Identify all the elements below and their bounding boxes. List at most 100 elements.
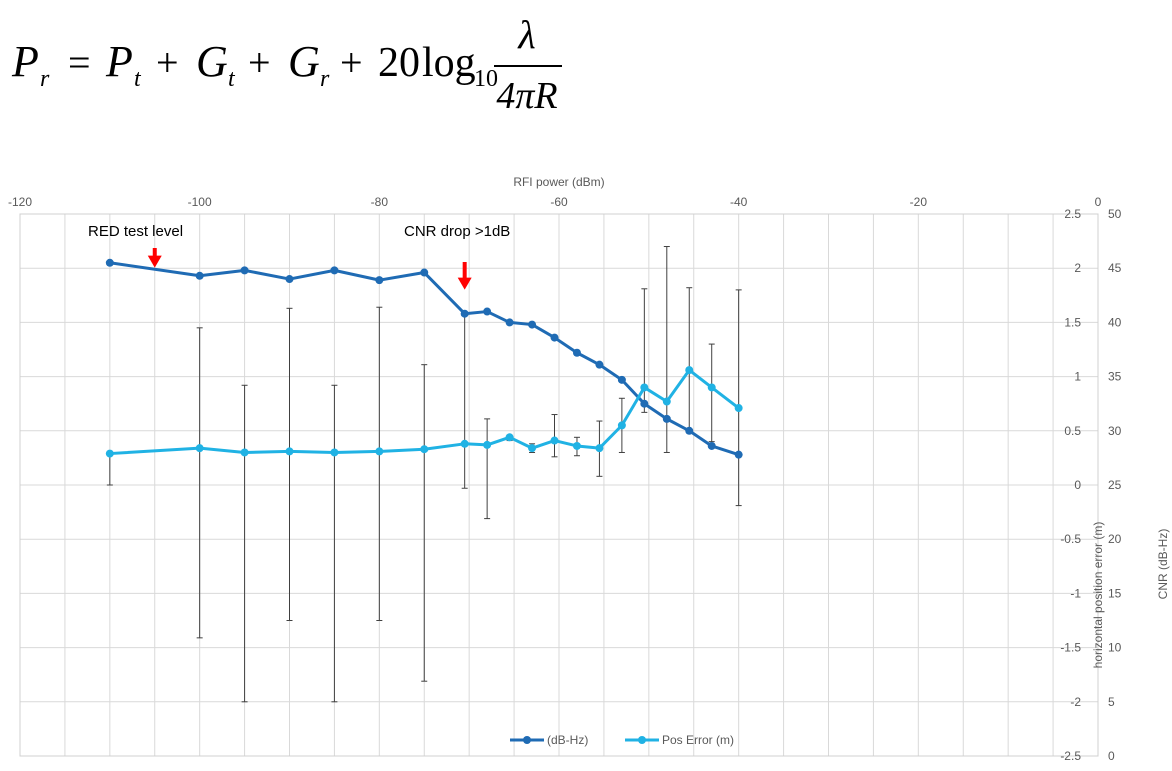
cnr-data-point [375,276,384,285]
legend: (dB-Hz) Pos Error (m) [510,733,734,747]
pos-error-data-point [105,449,114,458]
cnr-data-point [105,258,114,267]
legend-cnr-marker [523,736,531,744]
cnr-data-point [528,320,537,329]
legend-pos-error-label: Pos Error (m) [662,733,734,747]
pos-error-data-point [707,383,716,392]
x-tick-label: 0 [1095,195,1102,209]
annotation-label: CNR drop >1dB [404,223,510,240]
cnr-data-point [330,266,339,275]
formula-log: log [422,40,476,86]
link-budget-formula: P r = P t + G t + G r + 20 log 10 λ 4πR [11,12,562,117]
x-tick-label: -60 [550,195,568,209]
pos-error-data-point [240,448,249,457]
formula-numerator: λ [517,12,535,57]
y1-tick-label: 1 [1074,370,1081,384]
y2-tick-label: 30 [1108,424,1122,438]
cnr-data-point [285,275,294,284]
cnr-data-point [707,441,716,450]
formula-pr-sub: r [40,66,50,92]
annotation-arrow-head [147,255,162,268]
formula-gr-sub: r [320,66,330,92]
pos-error-data-point [285,447,294,456]
annotation-label: RED test level [88,223,183,240]
plot-area-border [19,213,1099,757]
left-value-axis-ticks: 2.5 2 1.5 1 0.5 0 -0.5 -1 -1.5 -2 -2.5 [1060,207,1081,763]
y2-tick-label: 35 [1108,370,1122,384]
rfi-chart: -120 -100 -80 -60 -40 -20 0 RFI power (dBm) 2.… [8,175,1170,763]
y2-tick-label: 25 [1108,478,1122,492]
y1-tick-label: -2.5 [1060,749,1081,763]
y1-tick-label: -0.5 [1060,532,1081,546]
y1-tick-label: 1.5 [1064,315,1081,329]
pos-error-data-point [595,444,604,453]
legend-pos-error-marker [638,736,646,744]
y2-tick-label: 50 [1108,207,1122,221]
x-axis-title: RFI power (dBm) [513,175,604,189]
chart-grid [19,213,1099,757]
y1-tick-label: -1.5 [1060,641,1081,655]
y1-tick-label: -1 [1070,586,1081,600]
pos-error-data-point [734,404,743,413]
cnr-data-point [595,360,604,369]
cnr-data-point [240,266,249,275]
formula-pr: P [11,37,39,86]
y1-tick-label: 2 [1074,261,1081,275]
y2-tick-label: 20 [1108,532,1122,546]
formula-plus-1: + [156,40,179,85]
cnr-data-point [550,333,559,342]
y1-axis-title: horizontal position error (m) [1091,522,1105,669]
legend-cnr-label: (dB-Hz) [547,733,588,747]
y1-tick-label: 2.5 [1064,207,1081,221]
formula-pt-sub: t [134,66,142,92]
formula-equals: = [68,40,91,85]
y2-tick-label: 40 [1108,315,1122,329]
pos-error-data-point [685,366,694,375]
pos-error-data-point [505,433,514,442]
y1-tick-label: -2 [1070,695,1081,709]
formula-gt-sub: t [228,66,236,92]
pos-error-data-point [640,383,649,392]
annotations: RED test level CNR drop >1dB [88,223,510,290]
cnr-data-point [617,375,626,384]
formula-coefficient: 20 [378,40,420,86]
cnr-data-point [685,426,694,435]
formula-pt: P [105,37,133,86]
series-lines [105,258,743,459]
y1-tick-label: 0 [1074,478,1081,492]
formula-denominator: 4πR [496,75,557,117]
y2-tick-label: 5 [1108,695,1115,709]
x-tick-label: -120 [8,195,32,209]
formula-log-base: 10 [474,66,498,92]
pos-error-data-point [420,445,429,454]
formula-gt: G [196,37,228,86]
pos-error-data-point [550,436,559,445]
x-tick-label: -20 [910,195,928,209]
cnr-data-point [420,268,429,277]
pos-error-data-point [617,421,626,430]
pos-error-data-point [330,448,339,457]
x-tick-label: -80 [371,195,389,209]
pos-error-data-point [460,439,469,448]
cnr-series-line [109,261,740,457]
cnr-data-point [572,348,581,357]
y1-tick-label: 0.5 [1064,424,1081,438]
pos-error-data-point [483,440,492,449]
cnr-data-point [483,307,492,316]
cnr-data-point [195,271,204,280]
cnr-data-point [640,399,649,408]
pos-error-data-point [662,397,671,406]
y2-axis-title: CNR (dB-Hz) [1156,529,1170,600]
pos-error-data-point [572,441,581,450]
formula-plus-2: + [248,40,271,85]
annotation-arrow-head [457,277,472,290]
pos-error-data-point [528,444,537,453]
cnr-data-point [505,318,514,327]
cnr-data-point [734,450,743,459]
pos-error-data-point [375,447,384,456]
pos-error-series-line [109,368,740,456]
y2-tick-label: 10 [1108,641,1122,655]
cnr-data-point [662,414,671,423]
y2-tick-label: 45 [1108,261,1122,275]
